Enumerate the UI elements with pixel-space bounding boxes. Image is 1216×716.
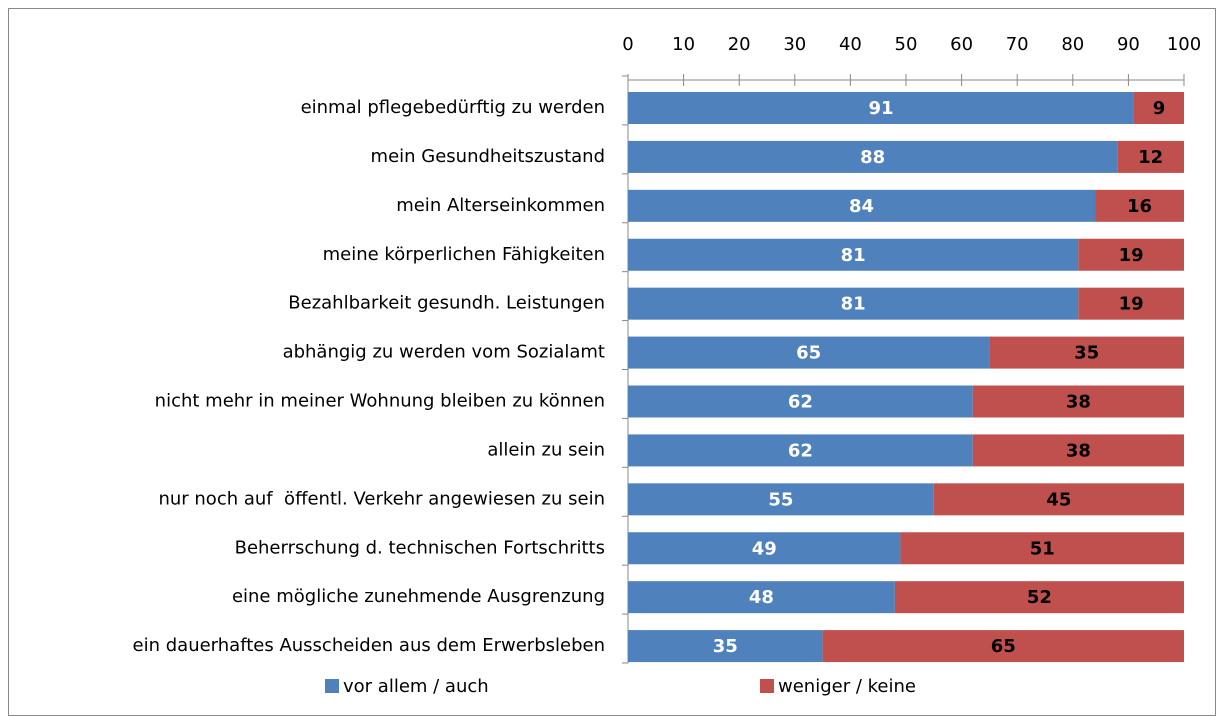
y-tick-label: mein Gesundheitszustand (371, 146, 605, 167)
x-tick-label: 40 (839, 34, 862, 55)
legend-swatch (760, 679, 774, 693)
data-label: 55 (768, 489, 793, 510)
bar-segment (628, 434, 973, 467)
data-label: 48 (749, 587, 774, 608)
bar-segment (628, 287, 1079, 320)
data-label: 52 (1027, 587, 1052, 608)
y-tick-label: nicht mehr in meiner Wohnung bleiben zu … (155, 391, 605, 412)
legend-swatch (325, 679, 339, 693)
bar-segment (1117, 140, 1184, 173)
data-label: 9 (1153, 98, 1166, 119)
bar-segment (989, 336, 1184, 369)
y-tick-label: Bezahlbarkeit gesundh. Leistungen (288, 293, 605, 314)
x-tick-label: 100 (1167, 34, 1201, 55)
data-label: 35 (713, 636, 738, 657)
x-tick-label: 50 (895, 34, 918, 55)
y-tick-label: abhängig zu werden vom Sozialamt (283, 342, 605, 363)
bar-segment (628, 483, 934, 516)
x-tick-label: 0 (622, 34, 633, 55)
bar-segment (1078, 238, 1184, 271)
x-tick-label: 80 (1061, 34, 1084, 55)
y-tick-label: meine körperlichen Fähigkeiten (323, 244, 605, 265)
data-label: 49 (752, 538, 777, 559)
x-tick-label: 60 (950, 34, 973, 55)
bar-segment (933, 483, 1184, 516)
x-tick-label: 70 (1006, 34, 1029, 55)
y-tick-label: nur noch auf öffentl. Verkehr angewiesen… (158, 488, 605, 509)
bar-segment (1095, 189, 1184, 222)
y-tick-label: mein Alterseinkommen (396, 195, 605, 216)
data-label: 62 (788, 392, 813, 413)
data-label: 16 (1127, 196, 1152, 217)
bar-segment (972, 385, 1184, 418)
data-label: 91 (868, 98, 893, 119)
bar-segment (628, 581, 895, 614)
legend-label: vor allem / auch (343, 676, 489, 697)
bar-segment (628, 140, 1118, 173)
data-label: 35 (1074, 343, 1099, 364)
data-label: 81 (841, 245, 866, 266)
data-label: 88 (860, 147, 885, 168)
data-label: 19 (1119, 294, 1144, 315)
x-tick-label: 20 (728, 34, 751, 55)
data-label: 62 (788, 440, 813, 461)
data-label: 51 (1030, 538, 1055, 559)
bar-segment (1133, 92, 1184, 124)
data-label: 12 (1138, 147, 1163, 168)
data-label: 45 (1046, 489, 1071, 510)
data-label: 81 (841, 294, 866, 315)
bar-segment (628, 385, 973, 418)
y-tick-label: Beherrschung d. technischen Fortschritts (235, 537, 605, 558)
data-label: 38 (1066, 440, 1091, 461)
data-label: 84 (849, 196, 874, 217)
bar-segment (1078, 287, 1184, 320)
bar-segment (628, 336, 990, 369)
bar-segment (822, 630, 1184, 663)
bar-segment (900, 532, 1184, 565)
data-label: 65 (796, 343, 821, 364)
bar-segment (628, 92, 1134, 124)
legend-label: weniger / keine (778, 676, 916, 697)
x-tick-label: 90 (1117, 34, 1140, 55)
x-tick-label: 10 (672, 34, 695, 55)
bar-segment (628, 532, 901, 565)
y-tick-label: einmal pflegebedürftig zu werden (301, 97, 605, 118)
data-label: 65 (991, 636, 1016, 657)
bar-segment (628, 189, 1096, 222)
x-tick-label: 30 (783, 34, 806, 55)
bar-segment (628, 630, 823, 663)
data-label: 38 (1066, 392, 1091, 413)
bar-segment (972, 434, 1184, 467)
bar-segment (894, 581, 1184, 614)
data-label: 19 (1119, 245, 1144, 266)
y-tick-label: eine mögliche zunehmende Ausgrenzung (232, 586, 605, 607)
bar-segment (628, 238, 1079, 271)
y-tick-label: allein zu sein (487, 439, 605, 460)
y-tick-label: ein dauerhaftes Ausscheiden aus dem Erwe… (133, 635, 605, 656)
